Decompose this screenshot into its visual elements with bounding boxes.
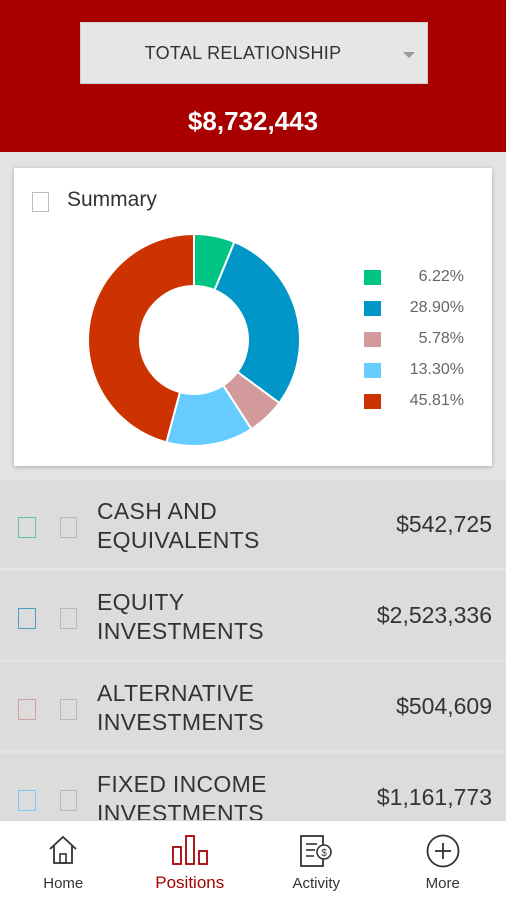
- svg-text:$: $: [321, 848, 327, 859]
- legend-item: 13.30%: [364, 359, 464, 390]
- legend-item: 45.81%: [364, 390, 464, 421]
- tab-positions[interactable]: Positions: [127, 821, 254, 900]
- home-icon: [49, 835, 77, 864]
- total-value: $8,732,443: [187, 106, 319, 136]
- legend-item: 6.22%: [364, 266, 464, 297]
- position-color-box: [18, 608, 36, 629]
- tab-label: Positions: [155, 873, 225, 892]
- donut-slice: [87, 232, 195, 444]
- legend-swatch: [364, 301, 381, 316]
- legend-value: 5.78%: [418, 330, 464, 347]
- donut-chart: [87, 232, 301, 447]
- legend-value: 28.90%: [409, 299, 464, 316]
- tab-label: More: [425, 875, 460, 892]
- position-row-equity[interactable]: EQUITY INVESTMENTS $2,523,336: [0, 571, 506, 659]
- position-checkbox[interactable]: [60, 608, 77, 629]
- legend-item: 28.90%: [364, 297, 464, 328]
- legend-value: 13.30%: [409, 361, 464, 378]
- position-row-cash[interactable]: CASH AND EQUIVALENTS $542,725: [0, 480, 506, 568]
- position-checkbox[interactable]: [60, 699, 77, 720]
- activity-icon: $: [300, 835, 333, 867]
- legend-swatch: [364, 270, 381, 285]
- position-value: $2,523,336: [376, 602, 492, 628]
- position-value: $1,161,773: [376, 784, 492, 810]
- legend-swatch: [364, 363, 381, 378]
- bottom-tab-bar: Home Positions $ Activity More: [0, 820, 506, 900]
- legend-item: 5.78%: [364, 328, 464, 359]
- chevron-down-icon: [403, 52, 415, 58]
- position-row-alternative[interactable]: ALTERNATIVE INVESTMENTS $504,609: [0, 662, 506, 750]
- position-color-box: [18, 517, 36, 538]
- positions-list: CASH AND EQUIVALENTS $542,725 EQUITY INV…: [0, 480, 506, 844]
- legend-swatch: [364, 332, 381, 347]
- legend-value: 6.22%: [418, 268, 464, 285]
- position-checkbox[interactable]: [60, 517, 77, 538]
- relationship-selector[interactable]: TOTAL RELATIONSHIP: [80, 22, 428, 84]
- tab-label: Activity: [292, 875, 340, 892]
- position-color-box: [18, 699, 36, 720]
- summary-card: Summary 6.22% 28.90% 5.78% 13.30% 45.81%: [14, 168, 492, 466]
- tab-home[interactable]: Home: [0, 821, 127, 900]
- bar-chart-icon: [171, 835, 208, 865]
- plus-circle-icon: [426, 834, 460, 868]
- summary-title: Summary: [67, 188, 157, 211]
- position-label: ALTERNATIVE INVESTMENTS: [97, 680, 264, 735]
- position-checkbox[interactable]: [60, 790, 77, 811]
- legend-swatch: [364, 394, 381, 409]
- chart-legend: 6.22% 28.90% 5.78% 13.30% 45.81%: [364, 266, 464, 421]
- tab-label: Home: [43, 875, 84, 892]
- position-label: EQUITY INVESTMENTS: [97, 589, 264, 644]
- donut-slice: [213, 240, 301, 405]
- selector-label: TOTAL RELATIONSHIP: [144, 42, 342, 63]
- legend-value: 45.81%: [409, 392, 464, 409]
- position-value: $542,725: [396, 511, 492, 537]
- position-value: $504,609: [396, 693, 492, 719]
- tab-activity[interactable]: $ Activity: [253, 821, 380, 900]
- summary-checkbox[interactable]: [32, 192, 49, 212]
- position-color-box: [18, 790, 36, 811]
- header: TOTAL RELATIONSHIP $8,732,443: [0, 0, 506, 152]
- tab-more[interactable]: More: [380, 821, 506, 900]
- position-label: CASH AND EQUIVALENTS: [97, 498, 260, 553]
